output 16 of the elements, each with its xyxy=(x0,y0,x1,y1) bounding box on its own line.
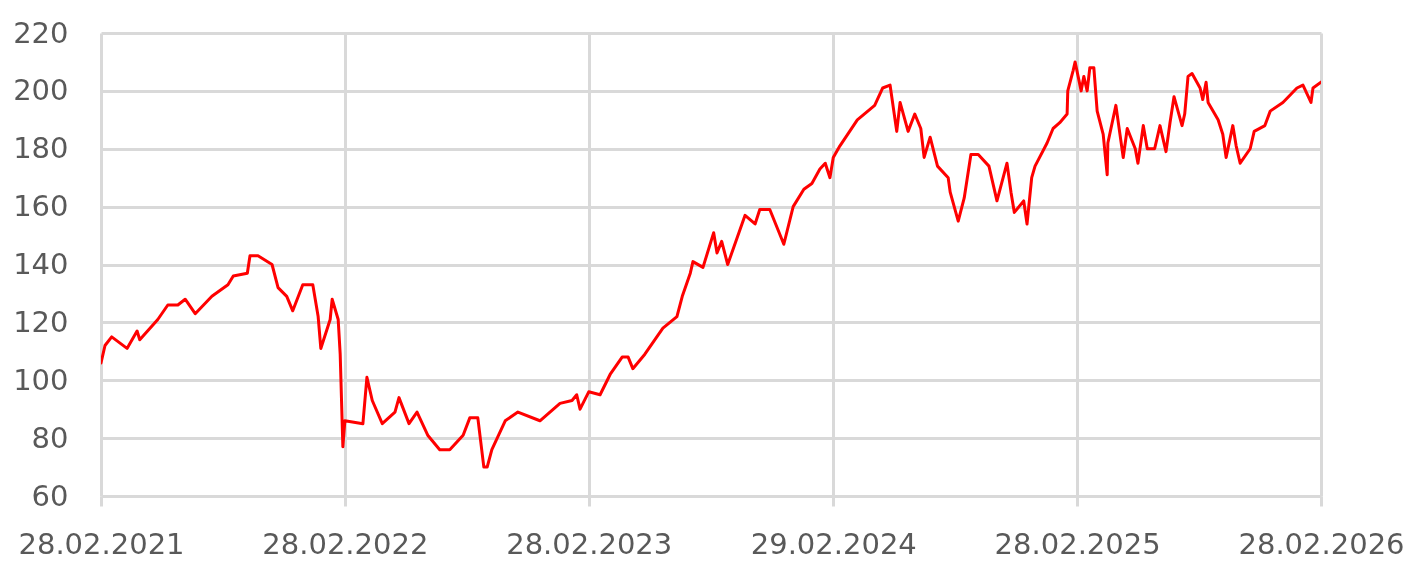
y-tick-label: 100 xyxy=(13,362,69,397)
x-tick-label: 28.02.2025 xyxy=(994,526,1161,561)
y-tick-label: 160 xyxy=(13,189,69,224)
x-tick-label: 28.02.2023 xyxy=(506,526,673,561)
y-tick-label: 180 xyxy=(13,131,69,166)
y-tick-label: 220 xyxy=(13,15,69,50)
y-tick-label: 80 xyxy=(31,420,69,455)
line-series xyxy=(101,60,1321,469)
y-tick-label: 200 xyxy=(13,73,69,108)
x-tick-label: 29.02.2024 xyxy=(750,526,917,561)
x-tick-label: 28.02.2021 xyxy=(18,526,185,561)
y-tick-label: 140 xyxy=(13,247,69,281)
x-tick-label: 28.02.2022 xyxy=(262,526,429,561)
x-tick-label: 28.02.2026 xyxy=(1238,526,1405,561)
y-tick-label: 60 xyxy=(31,478,69,513)
y-tick-label: 120 xyxy=(13,304,69,339)
